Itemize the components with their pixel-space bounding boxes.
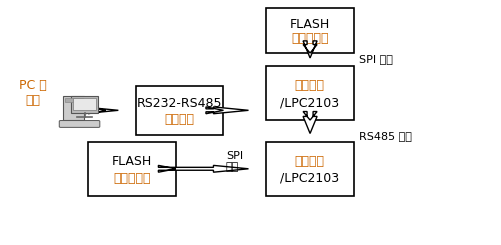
Bar xyxy=(65,98,83,102)
Polygon shape xyxy=(303,111,317,134)
Bar xyxy=(266,8,353,53)
Text: RS232-RS485: RS232-RS485 xyxy=(137,97,222,110)
Text: 存储器模块: 存储器模块 xyxy=(113,172,151,185)
Text: /LPC2103: /LPC2103 xyxy=(280,172,339,185)
Bar xyxy=(136,86,223,135)
Text: SPI 通讯: SPI 通讯 xyxy=(358,54,392,64)
FancyBboxPatch shape xyxy=(59,121,100,127)
Polygon shape xyxy=(303,41,317,58)
Text: /LPC2103: /LPC2103 xyxy=(280,97,339,110)
Text: FLASH: FLASH xyxy=(112,155,152,168)
Bar xyxy=(63,96,84,120)
Text: PC 上
位机: PC 上 位机 xyxy=(20,79,47,107)
Text: RS485 通讯: RS485 通讯 xyxy=(358,131,411,141)
Text: 存储器模块: 存储器模块 xyxy=(291,32,328,45)
Bar xyxy=(266,66,353,120)
Polygon shape xyxy=(158,165,248,172)
Bar xyxy=(73,98,96,110)
Polygon shape xyxy=(83,107,118,114)
Text: 从站模块: 从站模块 xyxy=(294,155,324,168)
Text: 转换电路: 转换电路 xyxy=(164,113,194,126)
Polygon shape xyxy=(205,107,248,114)
Text: 主站模块: 主站模块 xyxy=(294,79,324,92)
Bar xyxy=(266,142,353,196)
Bar xyxy=(71,96,98,113)
Bar xyxy=(88,142,175,196)
Text: FLASH: FLASH xyxy=(289,18,329,31)
Text: SPI
通讯: SPI 通讯 xyxy=(225,151,242,172)
